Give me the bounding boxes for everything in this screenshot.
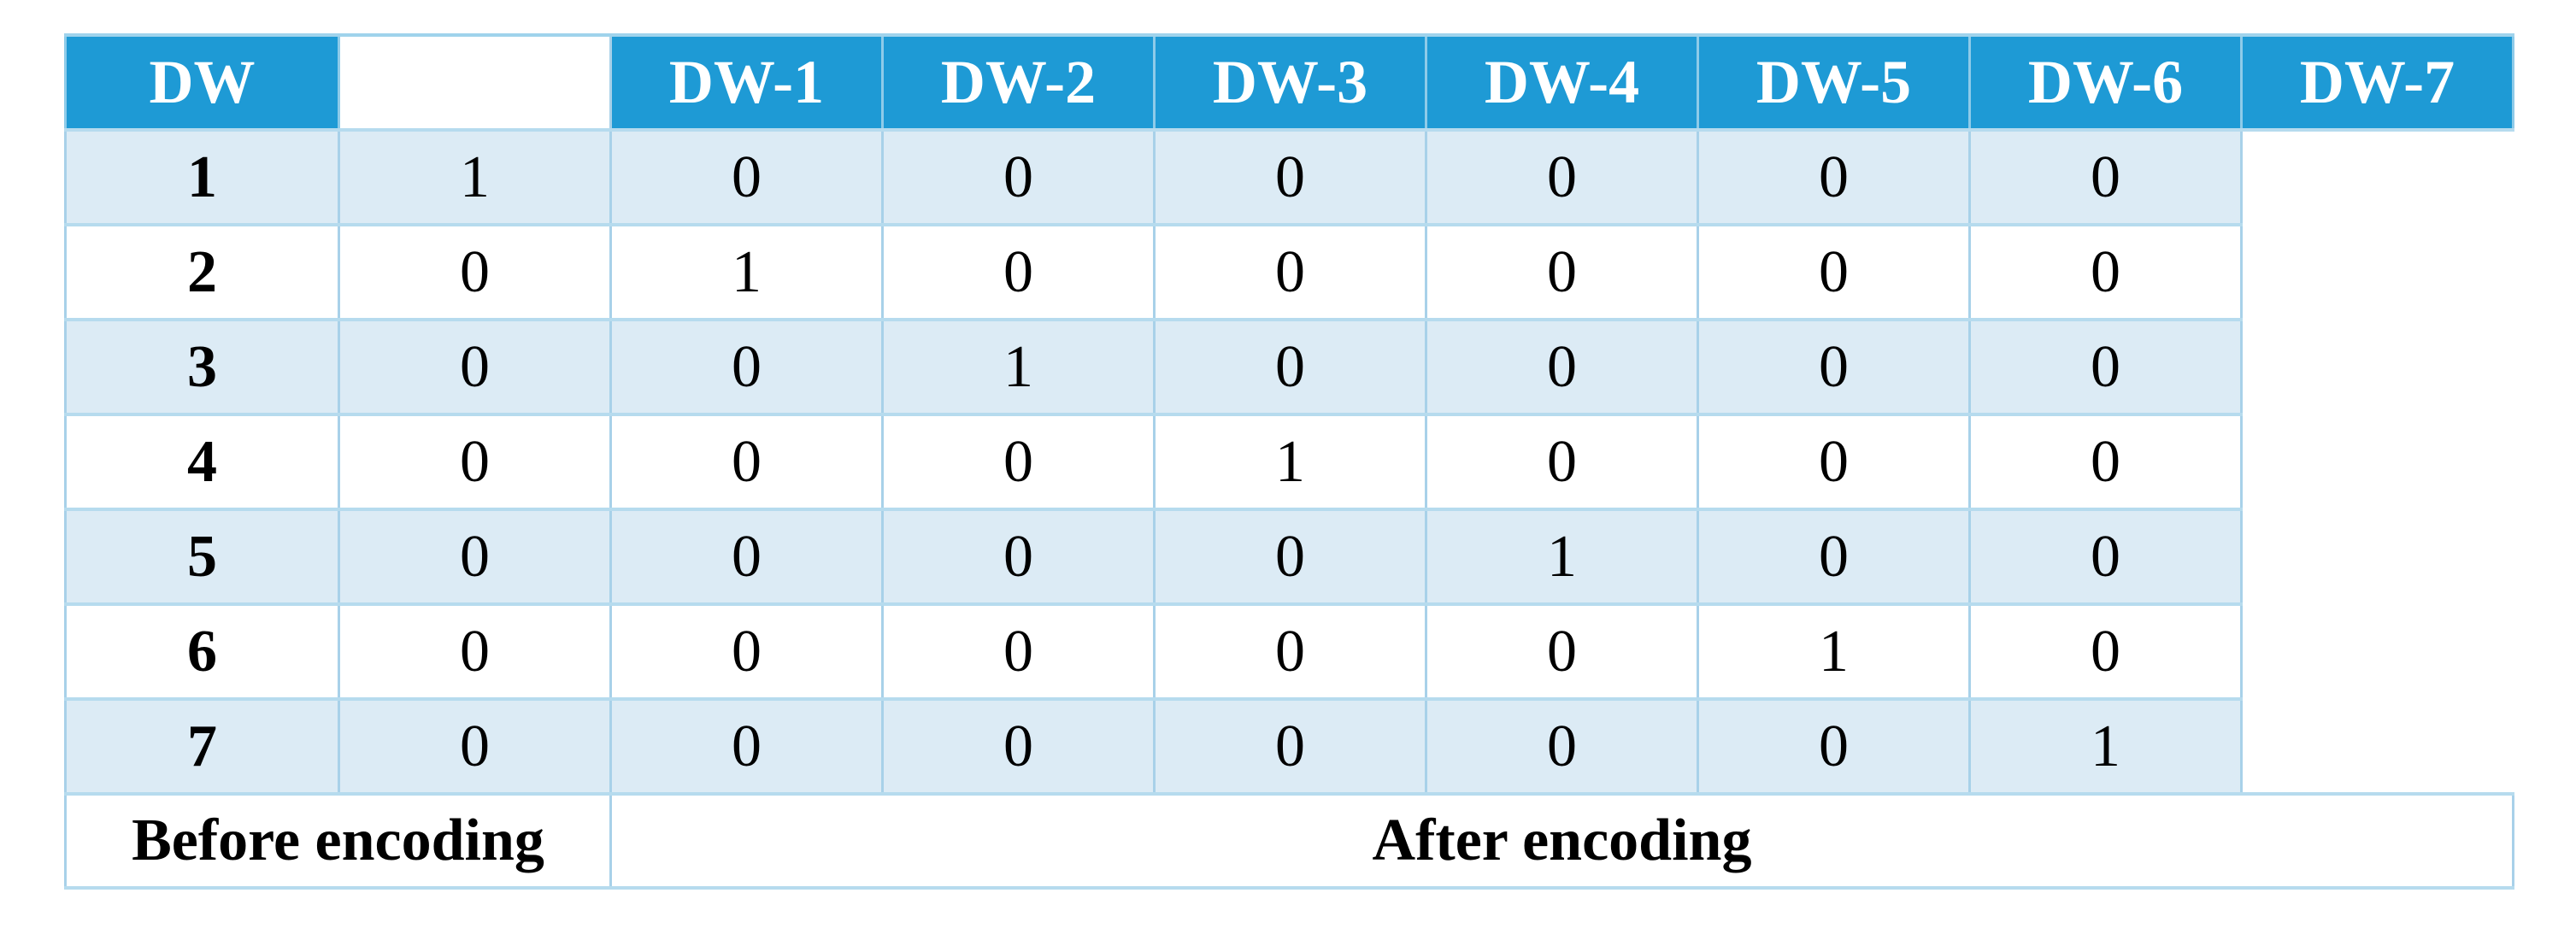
column-header-dw-7: DW-7 — [2240, 33, 2514, 132]
value-cell: 0 — [1697, 223, 1971, 321]
corner-header-dw: DW — [64, 33, 340, 132]
value-cell: 0 — [1425, 602, 1699, 701]
value-cell: 1 — [881, 318, 1156, 416]
value-cell: 1 — [609, 223, 884, 321]
value-cell: 0 — [1153, 697, 1427, 796]
table-head: DW DW-1 DW-2 DW-3 DW-4 DW-5 DW-6 DW-7 — [64, 33, 2514, 132]
value-cell: 0 — [609, 413, 884, 511]
value-cell: 0 — [609, 697, 884, 796]
value-cell: 0 — [1425, 128, 1699, 226]
column-header-dw-2: DW-2 — [881, 33, 1156, 132]
value-cell: 0 — [881, 697, 1156, 796]
value-cell: 0 — [1425, 413, 1699, 511]
spacer-column-cell — [338, 33, 612, 132]
row-label: 7 — [64, 697, 340, 796]
value-cell: 0 — [1968, 413, 2243, 511]
value-cell: 0 — [1968, 508, 2243, 606]
value-cell: 0 — [1968, 318, 2243, 416]
value-cell: 0 — [338, 602, 612, 701]
value-cell: 0 — [1968, 223, 2243, 321]
value-cell: 0 — [1697, 128, 1971, 226]
value-cell: 0 — [1968, 128, 2243, 226]
value-cell: 0 — [338, 318, 612, 416]
column-header-dw-5: DW-5 — [1697, 33, 1971, 132]
value-cell: 0 — [1425, 223, 1699, 321]
value-cell: 0 — [1697, 413, 1971, 511]
value-cell: 0 — [1425, 318, 1699, 416]
value-cell: 1 — [1425, 508, 1699, 606]
value-cell: 0 — [1968, 602, 2243, 701]
footer-before-encoding-label: Before encoding — [64, 792, 612, 890]
value-cell: 0 — [1697, 697, 1971, 796]
row-label: 1 — [64, 128, 340, 226]
footer-after-encoding-label: After encoding — [609, 792, 2514, 890]
value-cell: 0 — [1425, 697, 1699, 796]
column-header-dw-1: DW-1 — [609, 33, 884, 132]
value-cell: 0 — [881, 602, 1156, 701]
value-cell: 0 — [609, 602, 884, 701]
value-cell: 0 — [609, 128, 884, 226]
value-cell: 0 — [338, 697, 612, 796]
column-header-dw-6: DW-6 — [1968, 33, 2243, 132]
value-cell: 0 — [338, 508, 612, 606]
row-label: 4 — [64, 413, 340, 511]
value-cell: 0 — [881, 128, 1156, 226]
value-cell: 0 — [1697, 508, 1971, 606]
value-cell: 1 — [1968, 697, 2243, 796]
value-cell: 0 — [338, 223, 612, 321]
row-label: 5 — [64, 508, 340, 606]
table-foot: Before encoding After encoding — [64, 792, 2514, 890]
value-cell: 0 — [1153, 602, 1427, 701]
value-cell: 1 — [1153, 413, 1427, 511]
value-cell: 0 — [881, 508, 1156, 606]
value-cell: 0 — [1153, 223, 1427, 321]
value-cell: 0 — [1153, 318, 1427, 416]
column-header-dw-4: DW-4 — [1425, 33, 1699, 132]
value-cell: 0 — [881, 223, 1156, 321]
value-cell: 0 — [881, 413, 1156, 511]
column-header-dw-3: DW-3 — [1153, 33, 1427, 132]
value-cell: 0 — [609, 318, 884, 416]
row-label: 6 — [64, 602, 340, 701]
value-cell: 0 — [1697, 318, 1971, 416]
value-cell: 0 — [609, 508, 884, 606]
value-cell: 0 — [1153, 128, 1427, 226]
value-cell: 1 — [1697, 602, 1971, 701]
row-label: 2 — [64, 223, 340, 321]
value-cell: 1 — [338, 128, 612, 226]
header-row: DW DW-1 DW-2 DW-3 DW-4 DW-5 DW-6 DW-7 — [64, 33, 2514, 132]
value-cell: 0 — [338, 413, 612, 511]
row-label: 3 — [64, 318, 340, 416]
value-cell: 0 — [1153, 508, 1427, 606]
footer-row: Before encoding After encoding — [64, 792, 2514, 890]
